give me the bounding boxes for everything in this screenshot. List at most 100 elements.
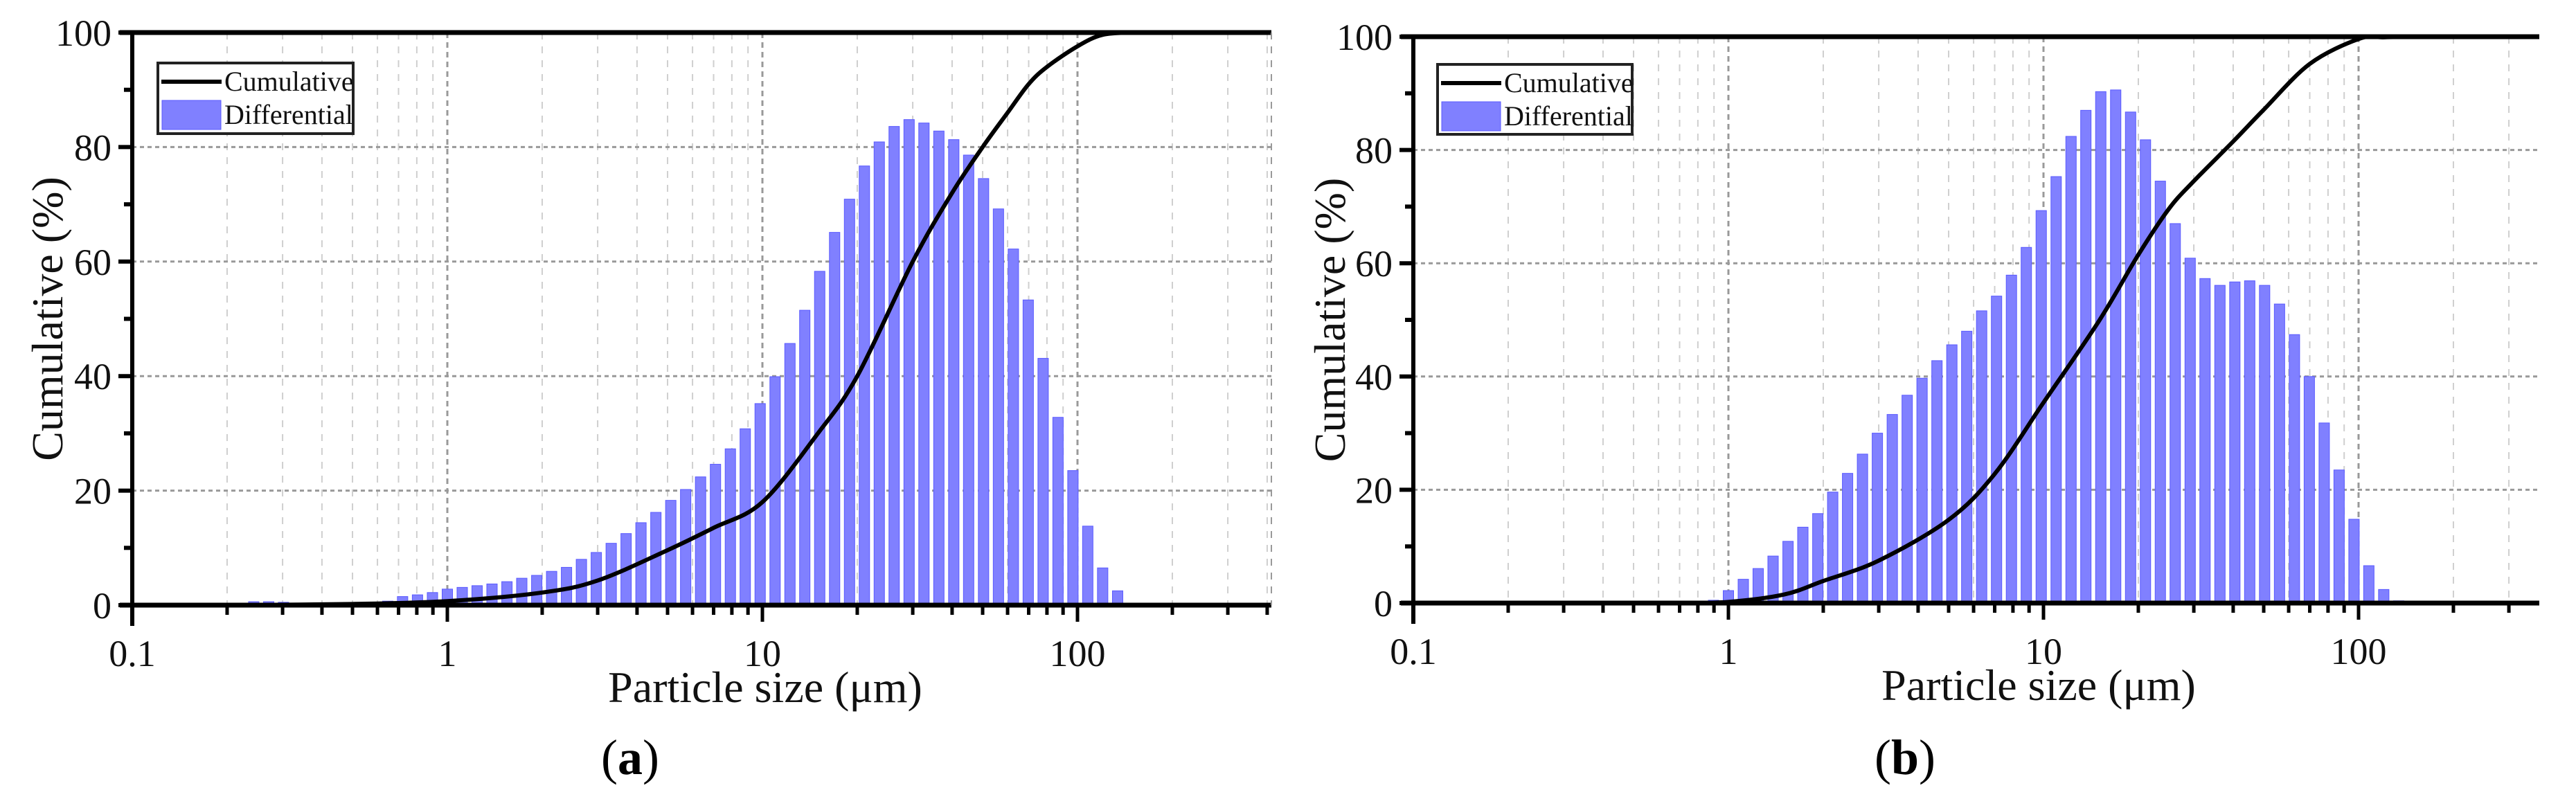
differential-bar <box>710 464 722 606</box>
differential-bar <box>2333 469 2345 604</box>
differential-bar <box>665 500 677 606</box>
cumulative-curve <box>226 30 1134 607</box>
y-tick-label: 100 <box>55 12 111 54</box>
differential-legend-swatch <box>1441 101 1501 132</box>
y-axis-title: Cumulative (%) <box>1305 178 1354 463</box>
caption-paren: ) <box>643 730 659 785</box>
legend: Cumulative Differential <box>156 62 355 135</box>
x-tick-label: 10 <box>744 633 781 674</box>
differential-bar <box>948 139 960 606</box>
caption-paren: ( <box>601 730 618 785</box>
cumulative-curve <box>1679 34 2415 605</box>
differential-bar <box>1857 454 1868 604</box>
differential-bar <box>1097 567 1109 606</box>
differential-bar <box>2199 278 2211 604</box>
y-tick-label: 0 <box>93 585 111 627</box>
x-tick-label: 0.1 <box>1390 631 1437 672</box>
differential-bar <box>1931 360 1943 604</box>
panel-caption: (b) <box>1875 730 1935 785</box>
differential-bar <box>2170 223 2181 604</box>
differential-bar <box>1022 299 1034 606</box>
differential-bar <box>1946 344 1958 604</box>
differential-bar <box>2289 334 2300 604</box>
differential-bar <box>1067 470 1079 606</box>
x-tick-labels: 0.1 1 10 100 <box>109 633 1105 674</box>
x-tick-label: 0.1 <box>109 633 156 674</box>
differential-bar <box>471 585 483 606</box>
differential-bar <box>2095 91 2107 604</box>
differential-bar <box>1082 526 1093 606</box>
differential-bar <box>933 130 945 606</box>
differential-bar <box>2140 139 2152 604</box>
axes <box>1399 34 2539 624</box>
differential-bar <box>501 581 513 606</box>
differential-bar <box>1991 296 2003 604</box>
x-axis-title: Particle size (μm) <box>608 663 922 712</box>
differential-bar <box>2303 376 2315 604</box>
axes <box>118 30 1272 626</box>
differential-bar <box>2363 565 2374 604</box>
differential-bar <box>963 154 974 606</box>
panel-a: 0.1 1 10 100 0 20 40 60 80 100 Particle … <box>23 12 1272 785</box>
differential-bar <box>531 575 543 606</box>
differential-bar <box>2318 422 2330 604</box>
differential-bar <box>2229 281 2241 604</box>
y-tick-label: 20 <box>74 471 111 512</box>
y-tick-labels: 0 20 40 60 80 100 <box>55 12 111 627</box>
y-tick-label: 40 <box>74 356 111 397</box>
differential-bar <box>2080 109 2092 604</box>
differential-bar <box>2273 303 2285 604</box>
y-tick-label: 40 <box>1355 357 1393 398</box>
panel-b: 0.1 1 10 100 0 20 40 60 80 100 Particle … <box>1305 17 2539 785</box>
x-tick-label: 100 <box>2331 631 2387 672</box>
differential-bar <box>918 123 930 606</box>
x-tick-label: 100 <box>1050 633 1106 674</box>
x-axis-title: Particle size (μm) <box>1881 661 2196 710</box>
legend-label-cumulative: Cumulative <box>224 66 354 97</box>
y-tick-label: 100 <box>1336 17 1393 58</box>
differential-bar <box>486 583 498 606</box>
differential-bar <box>724 448 736 606</box>
differential-bar <box>2259 285 2271 604</box>
caption-letter: a <box>618 730 643 785</box>
y-tick-label: 60 <box>74 242 111 283</box>
panel-caption: (a) <box>601 730 659 785</box>
x-tick-label: 10 <box>2025 631 2062 672</box>
differential-bar <box>1872 433 1884 604</box>
differential-bar <box>2125 111 2136 604</box>
differential-bar <box>992 208 1004 606</box>
y-axis-title: Cumulative (%) <box>23 177 72 461</box>
differential-bar <box>1886 414 1898 604</box>
x-tick-labels: 0.1 1 10 100 <box>1390 631 2386 672</box>
differential-bar <box>1008 249 1019 606</box>
differential-bar <box>2214 285 2226 604</box>
caption-letter: b <box>1891 730 1919 785</box>
differential-bar <box>680 489 692 606</box>
differential-bar <box>1976 310 1987 604</box>
differential-bar <box>859 165 870 606</box>
differential-bar <box>2154 181 2166 604</box>
y-tick-label: 0 <box>1374 583 1393 625</box>
differential-bar <box>575 559 587 606</box>
differential-bar <box>873 141 885 606</box>
differential-bar <box>2110 89 2122 604</box>
differential-bar <box>2348 519 2360 604</box>
differential-bar <box>1812 513 1824 604</box>
differential-bar <box>1961 330 1973 604</box>
differential-bar <box>1827 492 1839 604</box>
differential-bar <box>1037 358 1049 606</box>
differential-bar <box>888 126 900 606</box>
legend: Cumulative Differential <box>1436 63 1634 136</box>
differential-bar <box>843 199 855 606</box>
differential-bar <box>2005 274 2017 604</box>
differential-bar <box>903 119 915 606</box>
differential-bars <box>1692 89 2404 604</box>
differential-bar <box>2244 280 2255 604</box>
x-tick-label: 1 <box>438 633 457 674</box>
differential-bar <box>2184 258 2196 604</box>
y-tick-label: 80 <box>74 127 111 168</box>
legend-label-cumulative: Cumulative <box>1504 67 1634 98</box>
differential-bars <box>233 119 1123 606</box>
differential-bar <box>516 577 528 606</box>
